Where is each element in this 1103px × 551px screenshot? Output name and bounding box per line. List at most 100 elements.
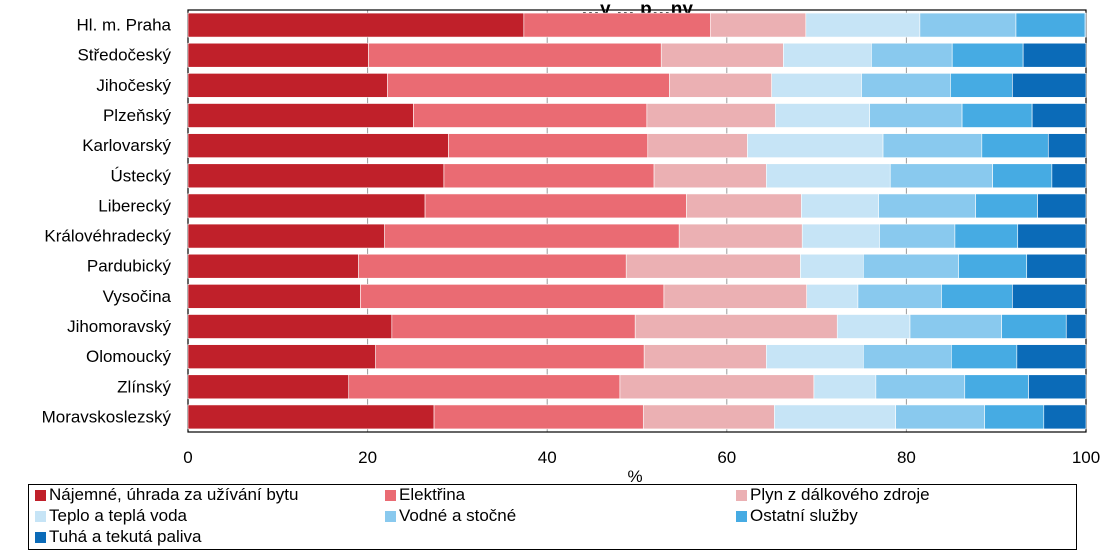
plot-area [187,9,1087,433]
legend-swatch [35,489,46,501]
bar-segment [984,404,1045,430]
bar-segment [1012,73,1087,98]
category-label: Hl. m. Praha [77,16,172,35]
bar-segment [663,284,808,309]
legend-item: Vodné a stočné [385,506,516,526]
category-label: Liberecký [98,196,171,215]
bar-segment [783,42,872,68]
bar-segment [187,163,445,189]
legend: Nájemné, úhrada za užívání bytu Elektřina… [28,484,1077,550]
legend-swatch [35,510,46,522]
bar-segment [878,193,976,219]
bar-segment [806,284,859,309]
bar-segment [187,374,350,400]
bar-segment [678,223,803,249]
bar-segment [836,314,911,339]
bar-segment [919,12,1017,38]
bar-segment [660,42,784,68]
category-label: Jihomoravský [67,317,171,336]
bar-segment [669,73,773,98]
bar-segment [187,133,449,158]
legend-label: Elektřina [399,485,466,504]
bar-segment [523,12,711,38]
chart: …y … p…ny Hl. m. PrahaStředočeskýJihočes… [42,0,1101,484]
bar-segment [895,404,985,430]
bar-segment [975,193,1038,219]
legend-label: Tuhá a tekutá paliva [49,527,202,546]
bar-segment [862,253,959,279]
legend-swatch [385,489,396,501]
bar-segment [619,374,815,400]
bar-segment [424,193,687,219]
bar-segment [375,344,645,369]
category-label: Vysočina [103,287,172,306]
bar-segment [187,12,525,38]
category-labels: Hl. m. Praha Středočeský Jihočeský Plzeňský… [42,16,172,427]
bar-segment [384,223,680,249]
x-tick-label: 80 [897,448,916,467]
category-label: Olomoucký [86,347,172,366]
bar-segment [950,73,1013,98]
bar-segment [643,344,767,369]
bar-segment [981,133,1049,158]
bar-segment [861,73,951,98]
category-label: Moravskoslezský [42,407,172,426]
bar-segment [443,163,655,189]
legend-item: Ostatní služby [736,506,858,526]
bar-segment [801,223,880,249]
legend-item: Nájemné, úhrada za užívání bytu [35,485,298,505]
bar-segment [1043,404,1087,430]
bar-segment [801,193,879,219]
bar-segment [448,133,649,158]
bar-segment [642,404,775,430]
bar-segment [360,284,665,309]
bar-segment [187,103,414,128]
bar-segment [1084,12,1087,38]
bar-segment [625,253,801,279]
x-axis-label: % [627,467,642,484]
legend-label: Vodné a stočné [399,506,517,525]
bar-segment [889,163,993,189]
bar-segment [387,73,670,98]
legend-label: Plyn z dálkového zdroje [750,485,930,504]
legend-swatch [385,510,396,522]
bar-segment [1065,314,1087,339]
legend-swatch [736,489,747,501]
bar-segment [358,253,627,279]
bar-segment [1026,253,1087,279]
bar-segment [875,374,966,400]
bar-segment [1022,42,1087,68]
x-tick-labels: 0 20 40 60 80 100 [183,448,1100,467]
bar-segment [686,193,802,219]
bar-segment [766,163,891,189]
bar-segment [187,223,385,249]
legend-item: Elektřina [385,485,465,505]
legend-item: Teplo a teplá voda [35,506,187,526]
bar-segment [992,163,1053,189]
x-tick-label: 60 [717,448,736,467]
bar-segment [909,314,1002,339]
x-tick-label: 40 [538,448,557,467]
bar-segment [187,344,376,369]
bar-segment [1012,284,1087,309]
x-tick-label: 100 [1072,448,1100,467]
category-label: Jihočeský [96,76,171,95]
bar-segment [879,223,956,249]
bar-segment [187,404,435,430]
x-tick-label: 20 [358,448,377,467]
bar-segment [653,163,767,189]
bar-segment [413,103,648,128]
bar-segment [187,314,393,339]
bar-segment [646,103,776,128]
bar-segment [1037,193,1087,219]
category-label: Pardubický [87,257,172,276]
bar-segment [766,344,864,369]
bar-segment [857,284,942,309]
legend-item: Plyn z dálkového zdroje [736,485,930,505]
bar-segment [747,133,884,158]
bar-segment [187,284,361,309]
bar-segment [869,103,963,128]
bar-segment [771,73,862,98]
bar-segment [634,314,838,339]
category-label: Ústecký [111,166,172,185]
